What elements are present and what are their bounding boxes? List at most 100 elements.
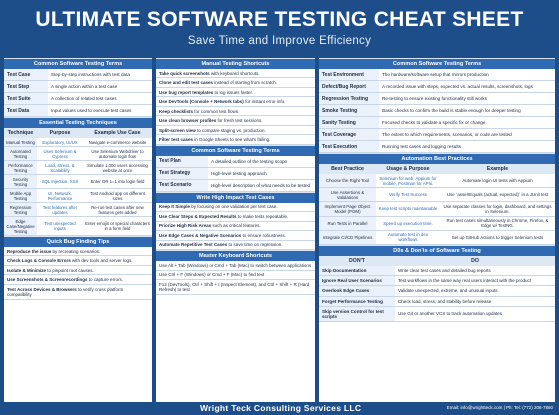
bug-tip: Test Across Devices & Browsers to verify… [4,285,152,300]
technique-row: Regression Testing Test features after up… [4,203,152,217]
term-name: Test Plan [156,155,208,167]
tip-text: to save time on regression. [227,242,283,248]
tip-emphasis: Take quick screenshots [159,70,210,76]
technique-purpose: Test unexpected inputs [44,221,76,231]
tip-emphasis: Use bug report templates [159,89,214,95]
technique-purpose: Load, Stress, & Scalability [45,162,75,173]
technique-row: Automated Testing Uses Selenium & Cypress… [4,147,152,161]
do-item: Validate unexpected, extreme, and unusua… [398,288,498,294]
section-heading: Manual Testing Shortcuts [156,58,315,69]
term-row: Sanity Testing Focused checks to validate… [319,117,555,129]
term-definition: Re-testing to ensure existing functional… [382,95,487,101]
tip-emphasis: Keep It Simple [159,204,191,210]
tip-text: by focusing on one validation per test c… [190,204,278,210]
footer-brand: Wright Teck Consulting Services LLC [200,403,362,413]
term-name: Test Strategy [156,167,208,179]
term-row: Test Plan A detailed outline of the testi… [156,155,315,168]
technique-row: Manual Testing Exploratory, UI/UX Navigate… [4,138,152,147]
tip-emphasis: Keep checklists [159,108,194,114]
term-name: Test Scenario [156,179,208,191]
column-header: Example Use Case [94,130,141,136]
term-definition: Step-by-step instructions with test data [51,71,130,77]
column-left: Common Software Testing Terms Test Case S… [4,58,152,402]
terms-table: Test Environment The hardware/software se… [319,69,555,153]
term-row: Smoke Testing Basic checks to confirm the… [319,105,555,117]
term-row: Test Scenario High-level description of w… [156,179,315,192]
impact-tip: Use Clear Steps & Expected Results to ma… [156,212,315,222]
tip-emphasis: Split-screen view [159,127,196,133]
tip-text: for common test flows. [193,108,240,114]
term-row: Test Strategy High-level testing approach [156,167,315,180]
technique-name: Regression Testing [4,203,37,216]
tip-emphasis: Use clean browser profiles [159,118,217,124]
dos-donts-row: Skip version Control for test scripts Use… [319,306,555,322]
best-practice-usage: Verify Test Success [389,192,427,198]
section-heading: Essential Testing Techniques [4,117,152,128]
tip-text: by recreating scenarios. [51,248,101,254]
dont-item: Forget Performance Testing [319,296,395,306]
best-practice-usage: Speed up execution time. [383,220,433,226]
table-header: Best Practice Usage & Purpose Example [319,164,555,174]
technique-purpose: Exploratory, UI/UX [42,139,78,145]
term-definition: Focused checks to validate a specific fi… [382,119,486,125]
best-practice-example: Set up GitHub Actions to trigger Seleniu… [451,234,544,240]
tip-text: with dev tools and server logs. [70,258,133,264]
term-definition: Basic checks to confirm the build is sta… [382,107,521,113]
technique-example: Re-run test cases after new features get… [91,204,144,215]
best-practice-example: Use separate classes for login, dashboar… [443,203,552,214]
table-header: DON'T DO [319,255,555,266]
tip-text: to verify cross platform compatibility [7,286,124,297]
term-row: Test Suite A collection of related test c… [4,93,152,105]
best-practice-row: Use Assertions & Validations Verify Test … [319,188,555,203]
tip-text: in Google Sheets to see what's failing. [193,136,271,142]
dos-donts-row: Forget Performance Testing Check load, st… [319,296,555,307]
best-practice-name: Integrate CI/CD Pipelines [319,230,376,244]
do-item: Use Git or another VCS to track automati… [398,311,503,317]
tip-text: to log issues faster. [213,89,254,95]
best-practice-row: Run Tests in Parallel Speed up execution … [319,216,555,231]
best-practice-row: Integrate CI/CD Pipelines Automate test i… [319,230,555,245]
bug-tip: Use Screenshots & Screenrecordings to ca… [4,275,152,285]
keyboard-tip: F12 (DevTools), Ctrl + Shift + I (Inspec… [156,280,315,296]
tip-text: for fresh test sessions. [216,118,263,124]
section-heading: Common Software Testing Terms [4,58,152,69]
term-row: Test Data Input values used to execute te… [4,105,152,117]
do-item: Check load, stress, and stability before… [398,298,492,304]
term-name: Test Step [4,81,48,92]
technique-name: Mobile App Testing [4,189,37,202]
term-row: Test Coverage The extent to which require… [319,129,555,141]
column-right: Common Software Testing Terms Test Envir… [319,58,555,402]
dont-item: Overlook Edge Cases [319,286,395,296]
term-definition: Input values used to execute test cases [51,107,132,113]
technique-purpose: SQL Injection, XSS [41,179,79,184]
technique-purpose: Uses Selenium & Cypress [43,148,77,159]
section-heading: Common Software Testing Terms [319,58,555,69]
technique-row: Edge Case/Negative Testing Test unexpecte… [4,217,152,236]
tip-text: with keyboard shortcuts. [209,70,260,76]
best-practice-row: Choose the Right Tool Selenium for web, A… [319,174,555,189]
do-item: Write clear test cases and detailed bug … [398,267,491,273]
tip-emphasis: Isolate & Minimize [7,267,47,273]
terms-table: Test Plan A detailed outline of the testi… [156,155,315,192]
tip-emphasis: Automate Repetitive Test Cases [159,242,228,248]
term-row: Defect/Bug Report A recorded issue with s… [319,81,555,93]
best-practice-name: Use Assertions & Validations [319,188,376,202]
term-name: Test Coverage [319,129,379,140]
term-name: Defect/Bug Report [319,81,379,92]
tip-text: instead of starting from scratch. [213,80,278,86]
best-practice-row: Implement Page Object Model (POM) Keep te… [319,202,555,217]
header: ULTIMATE SOFTWARE TESTING CHEAT SHEET Sa… [0,0,559,56]
technique-name: Security Testing [4,175,37,188]
dos-donts-table: Skip Documentation Write clear test cases… [319,265,555,322]
technique-example: Simulate 1,000 users accessing website a… [87,162,148,173]
keyboard-tip: Use Ctrl + F (Windows) or Cmd + F (Mac) … [156,271,315,281]
section-heading: Quick Bug Finding Tips [4,236,152,247]
dos-donts-row: Skip Documentation Write clear test cases… [319,265,555,277]
shortcut-tip: Use DevTools (Console + Network tabs) fo… [156,97,315,107]
footer-contact: Email: info@wrightteck.com | Ph: Tel: (7… [446,405,553,410]
tip-emphasis: Clone and edit test cases [159,80,214,86]
tip-text: for instant error info. [243,99,286,105]
technique-purpose: Test features after updates [42,204,78,215]
column-header: Purpose [49,130,71,136]
best-practice-example: Automate login UI tests with Appium [462,178,533,184]
